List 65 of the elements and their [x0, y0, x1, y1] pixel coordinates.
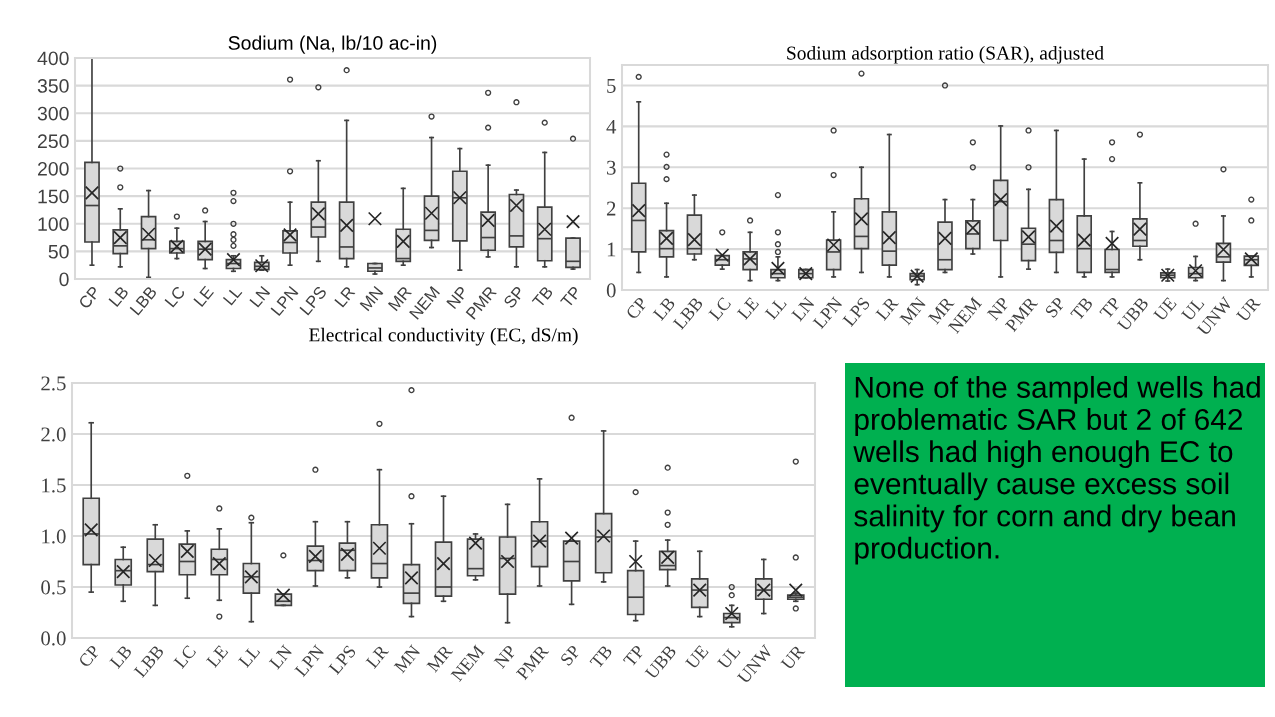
x-tick-label: NP: [986, 296, 1010, 321]
y-tick-label: 0.5: [41, 580, 66, 595]
x-tick-label: LC: [173, 644, 197, 669]
y-tick-label: 1.5: [42, 478, 66, 493]
chart-title: Sodium adsorption ratio (SAR), adjusted: [787, 45, 1104, 64]
y-tick-label: 250: [37, 134, 69, 149]
x-tick-label: LB: [109, 644, 133, 669]
x-tick-label: LL: [238, 644, 261, 669]
x-tick-label: LPS: [328, 644, 357, 676]
text: None of the sampled wells had problematic SAR but 2 of 642 wells had high enough EC to eventually cause excess soil salinity for corn and dry bean production.: [853, 375, 1260, 565]
y-tick-label: 2: [606, 201, 616, 216]
x-tick-label: UE: [685, 644, 709, 670]
y-tick-label: 300: [37, 106, 69, 121]
y-tick-label: 400: [37, 51, 69, 66]
x-tick-label: LR: [365, 644, 390, 669]
x-tick-label: LB: [108, 285, 129, 307]
y-tick-label: 2.0: [41, 427, 66, 442]
x-tick-label: LL: [764, 296, 787, 321]
y-tick-label: 1.0: [42, 529, 66, 544]
x-tick-label: SP: [559, 644, 581, 667]
x-tick-label: UR: [780, 644, 806, 671]
x-tick-label: UR: [1235, 296, 1262, 323]
y-tick-label: 100: [38, 217, 69, 231]
x-tick-label: TB: [1070, 296, 1094, 322]
x-tick-label: UE: [1153, 296, 1177, 322]
x-tick-label: LE: [206, 644, 229, 669]
x-tick-label: SP: [502, 285, 526, 309]
x-tick-label: SP: [1044, 296, 1066, 319]
y-tick-label: 150: [38, 189, 69, 204]
x-tick-label: LC: [164, 285, 186, 308]
x-tick-label: LN: [268, 644, 293, 670]
x-tick-label: TB: [589, 644, 613, 670]
x-tick-label: LPS: [842, 296, 871, 328]
x-tick-label: MN: [899, 296, 927, 326]
x-tick-label: CP: [77, 644, 101, 669]
x-tick-label: LR: [875, 296, 899, 321]
x-tick-label: LC: [708, 296, 732, 321]
x-tick-label: CP: [77, 285, 101, 310]
x-tick-label: LL: [222, 285, 243, 306]
x-tick-label: LR: [334, 285, 356, 308]
x-tick-label: LE: [736, 296, 760, 321]
y-tick-label: 0.0: [41, 631, 66, 646]
y-tick-label: 50: [48, 244, 69, 259]
y-tick-label: 200: [37, 161, 69, 176]
x-tick-label: NP: [446, 285, 469, 310]
x-tick-label: LN: [249, 285, 271, 308]
x-tick-label: LE: [193, 285, 214, 307]
x-tick-label: MN: [393, 644, 421, 674]
y-tick-label: 3: [607, 160, 616, 175]
y-tick-label: 0: [606, 283, 616, 298]
y-tick-label: 1: [607, 242, 616, 257]
x-tick-label: TB: [531, 285, 554, 309]
y-tick-label: 4: [606, 119, 617, 134]
x-tick-label: TP: [560, 285, 582, 309]
chart-title: Electrical conductivity (EC, dS/m): [309, 327, 578, 346]
y-tick-label: 2.5: [41, 376, 66, 391]
x-tick-label: CP: [625, 296, 648, 321]
x-tick-label: TP: [1099, 296, 1122, 320]
x-tick-label: MN: [359, 285, 384, 312]
x-tick-label: NP: [493, 644, 517, 669]
y-tick-label: 350: [37, 79, 69, 93]
y-tick-label: 0: [59, 272, 69, 287]
x-tick-label: TP: [622, 644, 645, 668]
chart-title: Sodium (Na, lb/10 ac-in): [228, 35, 437, 54]
y-tick-label: 5: [607, 79, 616, 93]
